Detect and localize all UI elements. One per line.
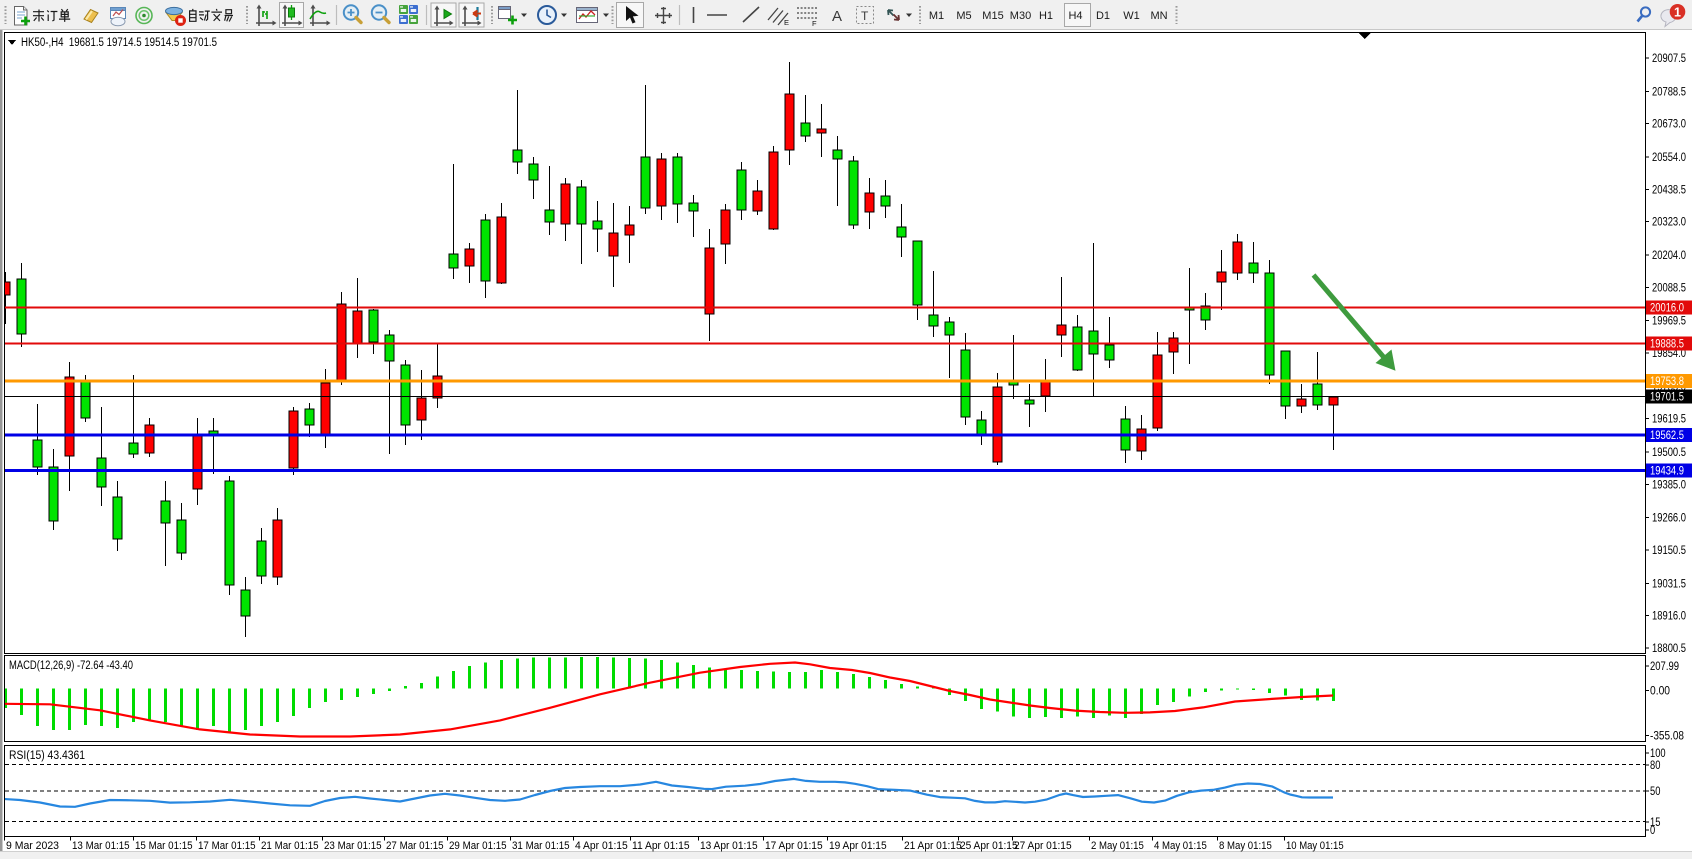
svg-text:20323.0: 20323.0 bbox=[1652, 217, 1686, 229]
svg-text:23 Mar 01:15: 23 Mar 01:15 bbox=[324, 840, 382, 852]
svg-text:19266.0: 19266.0 bbox=[1652, 513, 1686, 525]
svg-text:19854.0: 19854.0 bbox=[1652, 348, 1686, 360]
svg-text:RSI(15) 43.4361: RSI(15) 43.4361 bbox=[9, 750, 85, 762]
svg-text:A: A bbox=[832, 8, 842, 25]
svg-text:D1: D1 bbox=[1096, 10, 1110, 22]
svg-text:19619.5: 19619.5 bbox=[1652, 414, 1686, 426]
svg-text:T: T bbox=[861, 9, 869, 23]
svg-text:19500.5: 19500.5 bbox=[1652, 447, 1686, 459]
svg-text:19385.0: 19385.0 bbox=[1652, 479, 1686, 491]
svg-text:19888.5: 19888.5 bbox=[1650, 339, 1684, 351]
svg-text:20554.0: 20554.0 bbox=[1652, 152, 1686, 164]
svg-text:4 Apr 01:15: 4 Apr 01:15 bbox=[575, 840, 628, 852]
svg-text:13 Apr 01:15: 13 Apr 01:15 bbox=[700, 840, 758, 852]
svg-text:1: 1 bbox=[1674, 5, 1681, 19]
svg-text:18916.0: 18916.0 bbox=[1652, 611, 1686, 623]
svg-text:19701.5: 19701.5 bbox=[1650, 392, 1684, 404]
svg-text:17 Mar 01:15: 17 Mar 01:15 bbox=[198, 840, 256, 852]
svg-text:15 Mar 01:15: 15 Mar 01:15 bbox=[135, 840, 193, 852]
svg-text:MACD(12,26,9) -72.64 -43.40: MACD(12,26,9) -72.64 -43.40 bbox=[9, 660, 133, 672]
svg-text:20907.5: 20907.5 bbox=[1652, 53, 1686, 65]
svg-text:E: E bbox=[784, 18, 789, 27]
svg-text:31 Mar 01:15: 31 Mar 01:15 bbox=[512, 840, 570, 852]
svg-text:19150.5: 19150.5 bbox=[1652, 545, 1686, 557]
svg-text:8 May 01:15: 8 May 01:15 bbox=[1219, 840, 1272, 852]
svg-text:29 Mar 01:15: 29 Mar 01:15 bbox=[449, 840, 507, 852]
svg-text:19969.5: 19969.5 bbox=[1652, 316, 1686, 328]
svg-text:9 Mar 2023: 9 Mar 2023 bbox=[6, 840, 59, 852]
svg-text:20016.0: 20016.0 bbox=[1650, 303, 1684, 315]
svg-text:11 Apr 01:15: 11 Apr 01:15 bbox=[632, 840, 690, 852]
svg-text:80: 80 bbox=[1650, 760, 1660, 772]
svg-text:19562.5: 19562.5 bbox=[1650, 430, 1684, 442]
svg-text:100: 100 bbox=[1650, 748, 1666, 760]
svg-text:27 Mar 01:15: 27 Mar 01:15 bbox=[386, 840, 444, 852]
svg-text:19031.5: 19031.5 bbox=[1652, 578, 1686, 590]
svg-text:20088.5: 20088.5 bbox=[1652, 282, 1686, 294]
svg-text:H4: H4 bbox=[1068, 10, 1082, 22]
svg-text:0.00: 0.00 bbox=[1650, 686, 1670, 698]
svg-text:19753.8: 19753.8 bbox=[1650, 376, 1684, 388]
svg-text:15: 15 bbox=[1650, 817, 1660, 829]
svg-text:19 Apr 01:15: 19 Apr 01:15 bbox=[829, 840, 887, 852]
svg-text:4 May 01:15: 4 May 01:15 bbox=[1154, 840, 1207, 852]
svg-text:20788.5: 20788.5 bbox=[1652, 86, 1686, 98]
svg-text:19434.9: 19434.9 bbox=[1650, 466, 1684, 478]
svg-text:20438.5: 20438.5 bbox=[1652, 184, 1686, 196]
svg-text:13 Mar 01:15: 13 Mar 01:15 bbox=[72, 840, 130, 852]
svg-text:50: 50 bbox=[1650, 786, 1660, 798]
svg-text:W1: W1 bbox=[1123, 10, 1140, 22]
svg-text:20673.0: 20673.0 bbox=[1652, 119, 1686, 131]
svg-text:18800.5: 18800.5 bbox=[1652, 643, 1686, 655]
svg-text:M5: M5 bbox=[956, 10, 971, 22]
svg-text:M30: M30 bbox=[1010, 10, 1031, 22]
svg-text:27 Apr 01:15: 27 Apr 01:15 bbox=[1014, 840, 1072, 852]
svg-text:2 May 01:15: 2 May 01:15 bbox=[1091, 840, 1144, 852]
svg-text:21 Mar 01:15: 21 Mar 01:15 bbox=[261, 840, 319, 852]
svg-text:F: F bbox=[812, 19, 817, 28]
svg-text:M1: M1 bbox=[929, 10, 944, 22]
svg-text:HK50-,H4 19681.5 19714.5 1951: HK50-,H4 19681.5 19714.5 19514.5 19701.5 bbox=[21, 37, 217, 49]
svg-text:M15: M15 bbox=[982, 10, 1003, 22]
svg-text:207.99: 207.99 bbox=[1650, 661, 1679, 673]
svg-text:17 Apr 01:15: 17 Apr 01:15 bbox=[765, 840, 823, 852]
svg-text:MN: MN bbox=[1150, 10, 1167, 22]
svg-text:25 Apr 01:15: 25 Apr 01:15 bbox=[960, 840, 1018, 852]
svg-text:0: 0 bbox=[1650, 825, 1655, 837]
svg-text:10 May 01:15: 10 May 01:15 bbox=[1286, 840, 1344, 852]
svg-text:20204.0: 20204.0 bbox=[1652, 250, 1686, 262]
svg-text:H1: H1 bbox=[1039, 10, 1053, 22]
svg-text:-355.08: -355.08 bbox=[1650, 731, 1684, 743]
svg-text:21 Apr 01:15: 21 Apr 01:15 bbox=[904, 840, 962, 852]
